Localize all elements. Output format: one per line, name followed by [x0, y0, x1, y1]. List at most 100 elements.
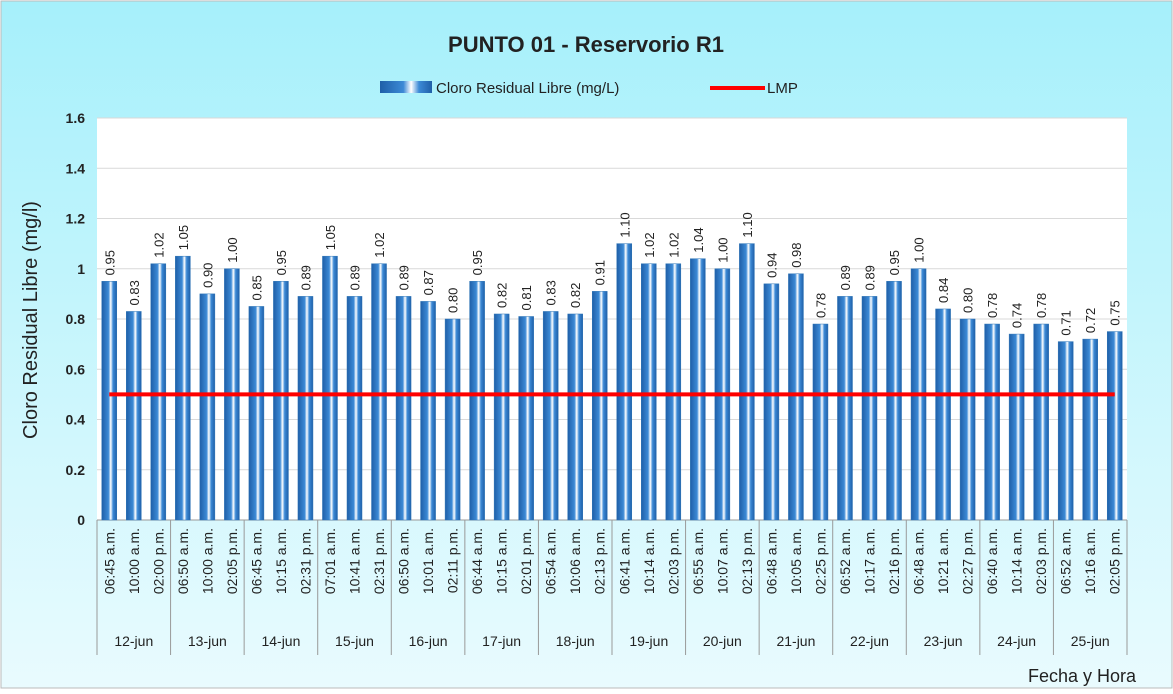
group-label: 25-jun: [1071, 633, 1110, 649]
group-label: 20-jun: [703, 633, 742, 649]
x-tick-label: 10:17 a.m.: [862, 528, 878, 594]
data-label: 0.83: [127, 280, 142, 305]
data-label: 0.95: [470, 250, 485, 275]
x-tick-label: 06:54 a.m.: [543, 528, 559, 594]
x-tick-label: 10:14 a.m.: [641, 528, 657, 594]
data-label: 0.89: [863, 265, 878, 290]
x-tick-label: 02:13 p.m.: [592, 528, 608, 594]
x-tick-label: 10:00 a.m.: [199, 528, 215, 594]
y-tick-label: 0: [77, 512, 85, 528]
x-tick-label: 02:31 p.m.: [371, 528, 387, 594]
chart-title: PUNTO 01 - Reservorio R1: [448, 32, 724, 57]
y-axis-label: Cloro Residual Libre (mg/l): [20, 201, 42, 439]
x-tick-label: 10:05 a.m.: [788, 528, 804, 594]
bar: [1082, 338, 1098, 521]
group-label: 15-jun: [335, 633, 374, 649]
x-tick-label: 06:40 a.m.: [984, 528, 1000, 594]
data-label: 0.81: [519, 285, 534, 310]
x-tick-label: 06:50 a.m.: [175, 528, 191, 594]
bar: [616, 243, 633, 521]
data-label: 1.05: [176, 225, 191, 250]
bar: [420, 301, 436, 521]
x-tick-label: 02:01 p.m.: [518, 528, 534, 594]
bar: [248, 306, 265, 521]
legend-label: Cloro Residual Libre (mg/L): [436, 80, 619, 97]
bar: [886, 281, 902, 521]
bar: [1106, 331, 1123, 521]
data-label: 1.10: [617, 212, 632, 237]
bar: [763, 283, 780, 521]
y-tick-label: 1: [77, 261, 85, 277]
data-label: 0.89: [838, 265, 853, 290]
bar: [591, 291, 608, 521]
bar: [959, 318, 976, 521]
bar: [861, 296, 878, 521]
x-tick-label: 06:45 a.m.: [248, 528, 264, 594]
bar: [444, 318, 461, 521]
y-tick-label: 0.4: [66, 412, 86, 428]
data-label: 1.04: [691, 227, 706, 252]
y-tick-label: 0.6: [66, 361, 86, 377]
bar: [837, 296, 853, 521]
legend: Cloro Residual Libre (mg/L) LMP: [380, 80, 798, 97]
bar: [665, 263, 682, 521]
x-tick-label: 02:03 p.m.: [1033, 528, 1049, 594]
bar: [641, 263, 657, 521]
group-label: 14-jun: [261, 633, 300, 649]
x-tick-label: 10:07 a.m.: [714, 528, 730, 594]
data-label: 0.98: [789, 242, 804, 267]
bar: [690, 258, 706, 521]
x-tick-label: 02:00 p.m.: [150, 528, 166, 594]
x-tick-label: 07:01 a.m.: [322, 528, 338, 594]
data-label: 0.80: [446, 288, 461, 313]
data-label: 1.02: [372, 232, 387, 257]
bar: [297, 296, 314, 521]
bar: [101, 281, 118, 521]
data-label: 0.90: [200, 263, 215, 288]
bar: [150, 263, 167, 521]
data-label: 1.02: [642, 232, 657, 257]
x-tick-label: 10:06 a.m.: [567, 528, 583, 594]
data-label: 0.89: [298, 265, 313, 290]
x-tick-label: 02:13 p.m.: [739, 528, 755, 594]
x-tick-label: 10:15 a.m.: [273, 528, 289, 594]
bar: [371, 263, 387, 521]
data-label: 0.82: [495, 283, 510, 308]
legend-label: LMP: [767, 80, 798, 97]
x-tick-label: 10:21 a.m.: [935, 528, 951, 594]
data-label: 1.02: [666, 232, 681, 257]
y-tick-label: 0.2: [66, 462, 86, 478]
group-label: 12-jun: [114, 633, 153, 649]
bar: [542, 311, 559, 521]
group-label: 23-jun: [924, 633, 963, 649]
x-tick-label: 10:14 a.m.: [1009, 528, 1025, 594]
data-label: 0.82: [568, 283, 583, 308]
data-label: 0.78: [985, 293, 1000, 318]
y-tick-label: 1.6: [66, 110, 86, 126]
data-label: 1.02: [151, 232, 166, 257]
y-tick-label: 0.8: [66, 311, 86, 327]
x-axis-label: Fecha y Hora: [1028, 666, 1137, 686]
group-label: 19-jun: [629, 633, 668, 649]
x-tick-label: 06:48 a.m.: [763, 528, 779, 594]
bar: [346, 296, 363, 521]
data-label: 0.85: [249, 275, 264, 300]
data-label: 1.00: [225, 237, 240, 262]
data-label: 0.87: [421, 270, 436, 295]
x-tick-label: 10:41 a.m.: [347, 528, 363, 594]
bar: [984, 323, 1000, 521]
bar: [469, 281, 485, 521]
bar: [126, 311, 142, 521]
bar: [1057, 341, 1074, 521]
data-label: 1.00: [912, 237, 927, 262]
data-label: 0.89: [397, 265, 412, 290]
x-tick-label: 02:03 p.m.: [665, 528, 681, 594]
legend-swatch: [380, 81, 432, 93]
data-label: 0.91: [593, 260, 608, 285]
group-label: 22-jun: [850, 633, 889, 649]
x-tick-label: 02:27 p.m.: [960, 528, 976, 594]
data-label: 1.00: [715, 237, 730, 262]
group-label: 24-jun: [997, 633, 1036, 649]
y-tick-label: 1.2: [66, 211, 86, 227]
